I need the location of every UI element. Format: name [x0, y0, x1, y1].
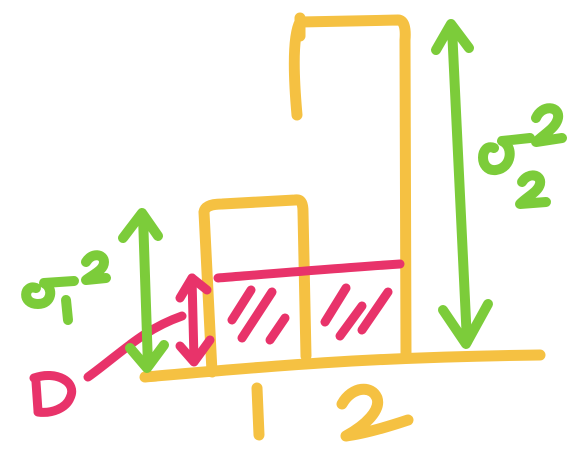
sigma1-arrow [118, 208, 169, 373]
sigma2-text: σ [0, 0, 1, 1]
sigma2-subscript: 2 [0, 0, 1, 1]
baseline [139, 349, 546, 383]
sigma2-exponent: 2 [0, 0, 1, 1]
bar-1 [198, 194, 312, 378]
d-arrow [175, 273, 215, 367]
tick-label-1: 1 [0, 0, 265, 441]
sigma2-arrow [431, 19, 493, 349]
d-region-top-line [213, 259, 405, 283]
sigma1-label: σ 2 1 [0, 0, 111, 325]
sigma1-subscript: 1 [0, 0, 1, 1]
sigma1-text: σ [0, 0, 1, 1]
bar-2 [288, 14, 412, 362]
tick-label-2: 2 [0, 0, 414, 442]
d-region-hatching [227, 283, 393, 345]
tick-label-2-text: 2 [0, 0, 1, 1]
d-label-text: D [0, 0, 1, 1]
sigma1-exponent: 2 [0, 0, 1, 1]
sigma2-label: σ 2 2 [0, 0, 567, 209]
tick-label-1-text: 1 [0, 0, 1, 1]
d-leader-line [83, 311, 187, 382]
d-label: D [0, 0, 77, 417]
